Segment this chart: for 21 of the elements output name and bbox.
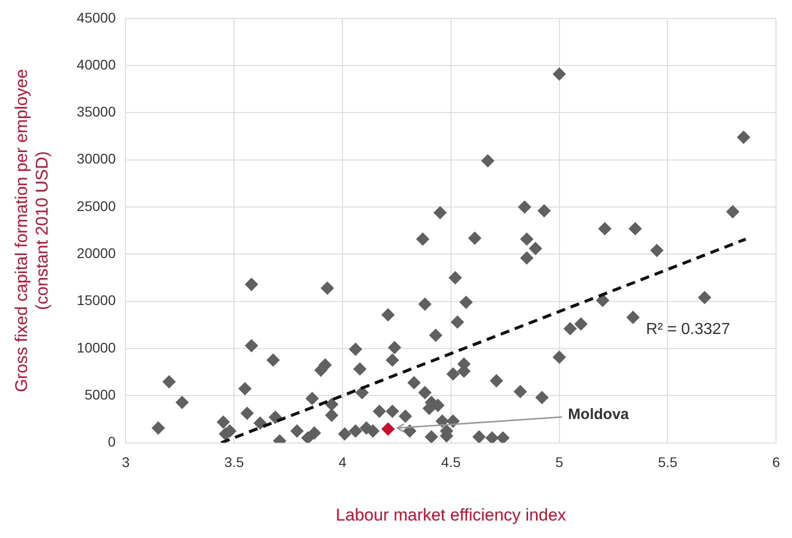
x-tick-label: 4.5	[441, 454, 461, 470]
x-tick-label: 5.5	[658, 454, 678, 470]
y-tick-label: 30000	[76, 150, 116, 167]
x-axis-title: Labour market efficiency index	[336, 505, 567, 524]
y-tick-label: 20000	[76, 245, 116, 262]
y-tick-label: 45000	[76, 9, 116, 26]
x-tick-label: 6	[772, 454, 780, 470]
y-tick-label: 15000	[76, 292, 116, 308]
y-tick-label: 35000	[76, 104, 116, 120]
y-tick-label: 0	[108, 434, 116, 450]
text: Moldova	[568, 406, 630, 424]
y-tick-label: 5000	[84, 386, 116, 403]
x-tick-label: 4	[338, 454, 347, 470]
x-tick-label: 3	[122, 454, 130, 470]
x-tick-label: 3.5	[224, 454, 244, 470]
y-axis-title: Gross fixed capital formation per employee (constant 2010 USD)	[12, 69, 52, 392]
annotation: R² = 0.3327	[646, 321, 730, 338]
x-tick-label: 5	[555, 454, 564, 470]
y-tick-label: 25000	[76, 198, 116, 214]
y-tick-label: 40000	[76, 56, 116, 72]
y-tick-label: 10000	[76, 339, 116, 356]
